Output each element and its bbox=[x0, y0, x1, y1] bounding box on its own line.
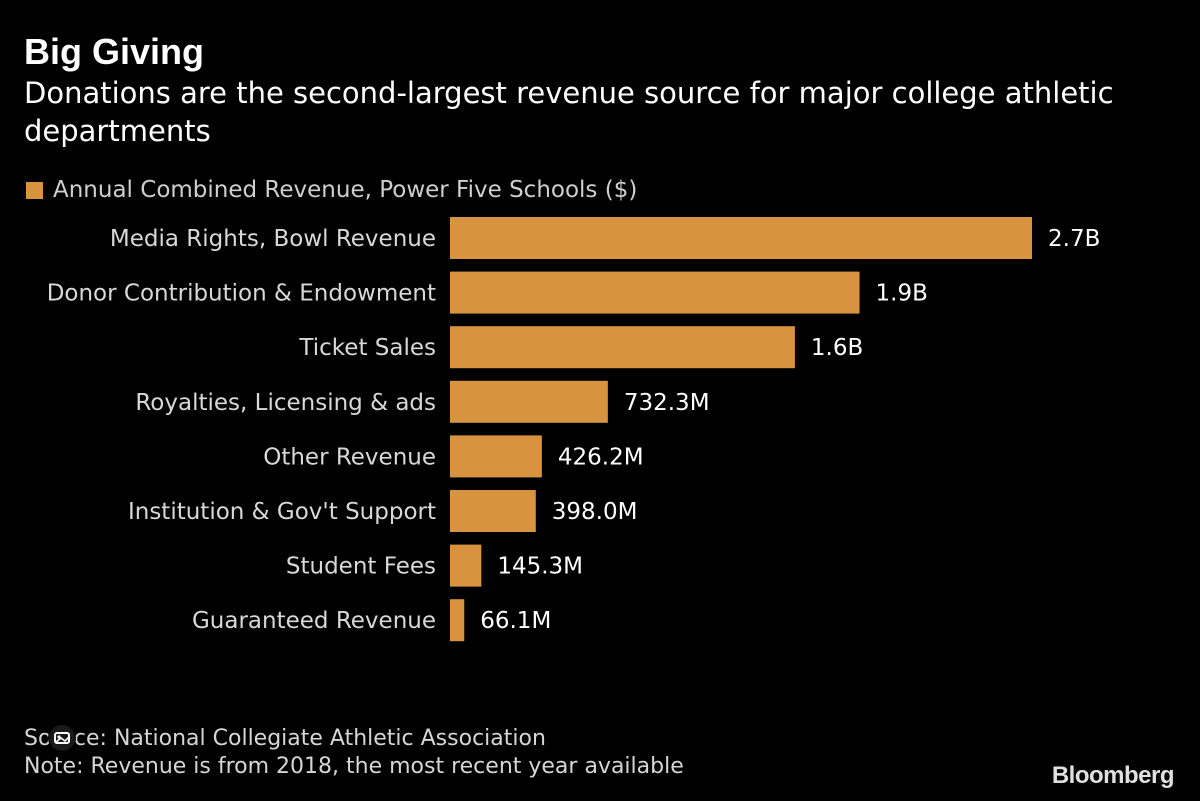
data-label: 66.1M bbox=[480, 608, 551, 634]
bar bbox=[450, 380, 608, 423]
note-text: Note: Revenue is from 2018, the most rec… bbox=[24, 754, 684, 779]
category-label: Other Revenue bbox=[263, 444, 436, 470]
data-label: 398.0M bbox=[552, 499, 638, 525]
image-overlay-icon[interactable] bbox=[48, 724, 76, 752]
data-label: 2.7B bbox=[1048, 226, 1100, 252]
chart-subtitle: Donations are the second-largest revenue… bbox=[24, 76, 1114, 148]
category-label: Royalties, Licensing & ads bbox=[135, 390, 436, 416]
category-label: Institution & Gov't Support bbox=[128, 499, 436, 525]
bloomberg-logo: Bloomberg bbox=[1051, 762, 1175, 789]
bar bbox=[450, 490, 536, 532]
bar bbox=[450, 435, 542, 478]
category-label: Ticket Sales bbox=[298, 335, 436, 361]
data-label: 1.6B bbox=[811, 335, 863, 361]
data-label: 1.9B bbox=[876, 281, 928, 307]
source-text: Source: National Collegiate Athletic Ass… bbox=[24, 726, 546, 751]
category-label: Guaranteed Revenue bbox=[192, 608, 436, 634]
data-label: 732.3M bbox=[624, 390, 710, 416]
bar bbox=[450, 217, 1032, 259]
data-label: 426.2M bbox=[558, 444, 644, 470]
category-label: Donor Contribution & Endowment bbox=[47, 281, 436, 307]
legend-swatch bbox=[26, 181, 43, 199]
bar bbox=[450, 271, 860, 314]
bar bbox=[450, 326, 795, 369]
bar bbox=[450, 599, 465, 642]
data-label: 145.3M bbox=[497, 554, 583, 580]
chart-title: Big Giving bbox=[24, 31, 204, 72]
category-label: Media Rights, Bowl Revenue bbox=[110, 226, 436, 252]
bar bbox=[450, 544, 482, 587]
legend-label: Annual Combined Revenue, Power Five Scho… bbox=[53, 177, 638, 203]
legend: Annual Combined Revenue, Power Five Scho… bbox=[26, 174, 637, 206]
category-label: Student Fees bbox=[286, 554, 436, 580]
